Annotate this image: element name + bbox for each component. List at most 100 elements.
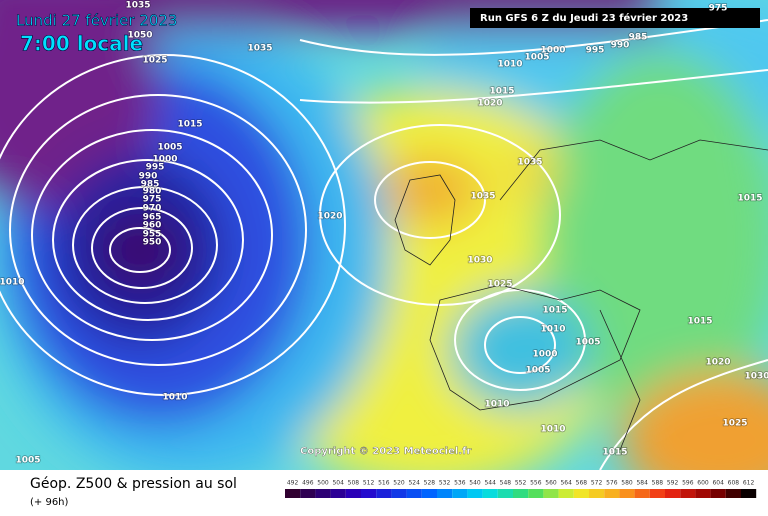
isobar-label: 1015	[687, 317, 712, 327]
legend-swatch	[619, 489, 635, 498]
isobar-label: 1025	[142, 56, 167, 66]
isobar-label: 1035	[517, 158, 542, 168]
isobar-label: 1010	[540, 425, 565, 435]
legend: 492 496 500 504 508 512 516 520 524 528 532 536 540 5…	[285, 480, 757, 498]
legend-swatch	[285, 489, 301, 498]
footer-title: Géop. Z500 & pression au sol	[30, 476, 237, 492]
isobar-label: 965	[143, 213, 162, 223]
coastlines	[394, 139, 768, 451]
legend-swatch	[665, 489, 681, 498]
legend-swatch	[497, 489, 513, 498]
legend-swatch	[680, 489, 696, 498]
isobar-label: 1025	[487, 280, 512, 290]
legend-label: 612	[743, 480, 755, 487]
isobar-label: 1010	[162, 393, 187, 403]
isobar-label: 1005	[15, 456, 40, 466]
legend-label: 512	[363, 480, 375, 487]
legend-label: 492	[287, 480, 299, 487]
isobar-label: 990	[139, 172, 158, 182]
legend-label: 556	[530, 480, 542, 487]
isobar-label: 1020	[705, 358, 730, 368]
isobar-label: 1000	[540, 46, 565, 56]
isobar-label: 1030	[744, 372, 768, 382]
legend-label: 576	[606, 480, 618, 487]
isobar-label: 990	[611, 41, 630, 51]
isobar-label: 960	[143, 221, 162, 231]
run-box	[470, 8, 760, 28]
legend-swatch	[604, 489, 620, 498]
isobar-label: 1020	[317, 212, 342, 222]
legend-swatch	[634, 489, 650, 498]
legend-swatch	[558, 489, 574, 498]
isobar-label: 1015	[177, 120, 202, 130]
isobar-label: 1015	[489, 87, 514, 97]
time: 7:00 locale	[20, 32, 143, 56]
legend-swatch	[361, 489, 377, 498]
legend-swatch	[725, 489, 741, 498]
isobar-label: 1005	[524, 53, 549, 63]
legend-swatch	[573, 489, 589, 498]
legend-label: 600	[697, 480, 709, 487]
footer-lead: (+ 96h)	[30, 497, 69, 508]
isobar-label: 1020	[477, 99, 502, 109]
date: Lundi 27 février 2023	[16, 12, 177, 30]
legend-swatch	[589, 489, 605, 498]
legend-label: 548	[500, 480, 512, 487]
isobar-label: 950	[143, 238, 162, 248]
isobar-label: 1015	[737, 194, 762, 204]
isobar-label: 1005	[575, 338, 600, 348]
isobar-label: 1015	[602, 448, 627, 458]
isobar-label: 1000	[152, 155, 177, 165]
legend-label: 608	[728, 480, 740, 487]
isobar-label: 995	[146, 163, 165, 173]
legend-swatch	[695, 489, 711, 498]
legend-swatch	[482, 489, 498, 498]
legend-swatch	[300, 489, 316, 498]
legend-label: 544	[484, 480, 496, 487]
copyright: Copyright © 2023 Meteociel.fr	[300, 446, 471, 457]
legend-swatch	[710, 489, 726, 498]
legend-label: 524	[408, 480, 420, 487]
isobar-label: 975	[143, 195, 162, 205]
legend-swatch	[467, 489, 483, 498]
legend-label: 604	[712, 480, 724, 487]
isobar-label: 1030	[467, 256, 492, 266]
legend-label: 552	[515, 480, 527, 487]
legend-swatch	[391, 489, 407, 498]
legend-swatch	[741, 489, 757, 498]
legend-label: 508	[348, 480, 360, 487]
legend-label: 536	[454, 480, 466, 487]
legend-label: 504	[332, 480, 344, 487]
legend-swatch	[543, 489, 559, 498]
legend-swatch	[513, 489, 529, 498]
legend-label: 572	[591, 480, 603, 487]
legend-swatch	[330, 489, 346, 498]
isobar-label: 975	[709, 4, 728, 14]
isobar-label: 1000	[532, 350, 557, 360]
legend-label: 584	[636, 480, 648, 487]
legend-label: 568	[576, 480, 588, 487]
legend-swatch	[528, 489, 544, 498]
isobar-label: 970	[143, 204, 162, 214]
legend-swatch	[649, 489, 665, 498]
isobar-labels: 1035105010251035101510051000995990985980…	[0, 0, 768, 466]
legend-label: 516	[378, 480, 390, 487]
legend-label: 500	[317, 480, 329, 487]
run: Run GFS 6 Z du Jeudi 23 février 2023	[480, 12, 688, 24]
legend-label: 528	[424, 480, 436, 487]
legend-label: 520	[393, 480, 405, 487]
legend-label: 580	[621, 480, 633, 487]
isobar-label: 1005	[525, 366, 550, 376]
isobar-label: 955	[143, 230, 162, 240]
legend-label: 564	[560, 480, 572, 487]
isobar-label: 985	[629, 33, 648, 43]
isobar-label: 1010	[484, 400, 509, 410]
legend-swatch	[406, 489, 422, 498]
legend-swatch	[452, 489, 468, 498]
isobar-label: 1015	[542, 306, 567, 316]
isobar-label: 1010	[0, 278, 25, 288]
legend-label: 596	[682, 480, 694, 487]
isobar-label: 985	[141, 180, 160, 190]
